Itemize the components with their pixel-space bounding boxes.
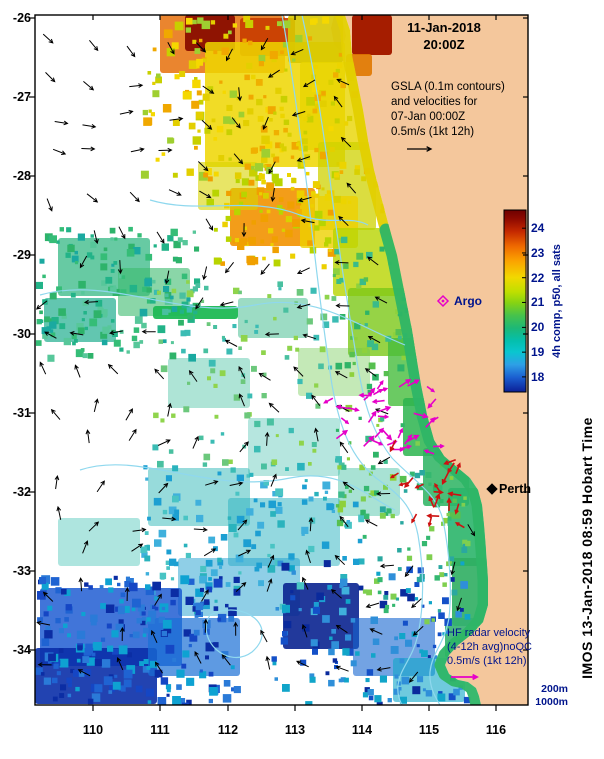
- hf-note-line3: 0.5m/s (1kt 12h): [447, 655, 527, 667]
- colorbar-title: 4h comp, p50, all sats: [551, 244, 563, 358]
- colorbar-tick-label: 23: [531, 246, 545, 260]
- lat-tick-label: -30: [12, 327, 31, 341]
- colorbar-tick-label: 21: [531, 295, 545, 309]
- depth-label-200m: 200m: [541, 683, 568, 695]
- date-title: 11-Jan-2018: [407, 20, 481, 35]
- time-title: 20:00Z: [423, 37, 465, 52]
- hf-note-line1: HF radar velocity: [447, 627, 531, 639]
- colorbar-tick-label: 18: [531, 370, 545, 384]
- imos-watermark: IMOS 13-Jan-2018 08:59 Hobart Time: [579, 417, 595, 679]
- lon-tick-label: 112: [217, 723, 239, 737]
- lon-tick-label: 114: [351, 723, 373, 737]
- colorbar-tick-label: 19: [531, 345, 545, 359]
- gsla-note-line4: 0.5m/s (1kt 12h): [391, 126, 475, 138]
- lat-tick-label: -28: [12, 169, 31, 183]
- colorbar-tick-label: 22: [531, 271, 545, 285]
- lat-tick-label: -31: [12, 406, 31, 420]
- lon-tick-label: 113: [284, 723, 306, 737]
- lon-tick-label: 111: [150, 723, 170, 737]
- lat-tick-label: -26: [12, 11, 31, 25]
- hf-note-line2: (4-12h avg)noQC: [447, 641, 532, 653]
- lat-tick-label: -29: [12, 248, 31, 262]
- depth-label-1000m: 1000m: [535, 696, 568, 708]
- perth-label: Perth: [499, 482, 531, 496]
- gsla-note-line3: 07-Jan 00:00Z: [391, 111, 466, 123]
- lon-tick-label: 116: [485, 723, 507, 737]
- lon-tick-label: 110: [82, 723, 104, 737]
- lon-tick-label: 115: [418, 723, 440, 737]
- lat-tick-label: -33: [12, 564, 31, 578]
- gsla-note-line2: and velocities for: [391, 96, 478, 108]
- lat-tick-label: -34: [12, 643, 31, 657]
- lat-tick-label: -32: [12, 485, 31, 499]
- colorbar-tick-label: 20: [531, 320, 545, 334]
- colorbar-tick-label: 24: [531, 221, 545, 235]
- lat-tick-label: -27: [12, 90, 31, 104]
- gsla-note-line1: GSLA (0.1m contours): [391, 81, 505, 93]
- argo-label: Argo: [454, 294, 482, 308]
